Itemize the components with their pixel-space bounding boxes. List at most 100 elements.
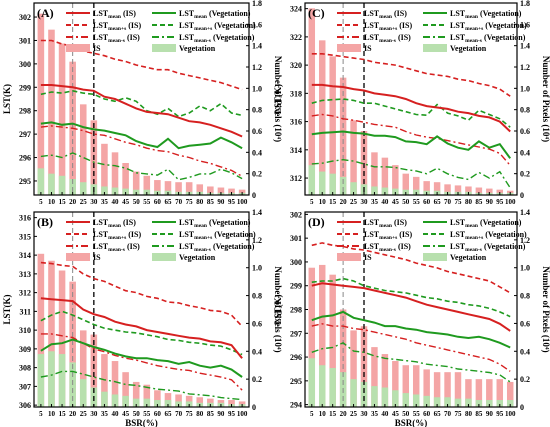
y-tick-label: 312: [19, 289, 31, 298]
is-count-bar: [207, 398, 214, 407]
y-tick-label: 308: [19, 364, 31, 373]
x-axis-title: BSR(%): [395, 418, 428, 427]
y2-tick-label: 1.6: [520, 20, 530, 29]
is-mean-plus-s-line: [311, 52, 511, 97]
is-count-bar: [58, 270, 66, 407]
x-tick-label: 55: [413, 410, 421, 418]
panel-label: (C): [308, 6, 325, 20]
y2-tick-label: 0.4: [520, 347, 530, 356]
y2-tick-label: 0: [252, 191, 256, 200]
legend-is-bar-label: IS: [93, 253, 101, 262]
x-tick-label: 85: [475, 410, 483, 418]
x-tick-label: 80: [465, 198, 473, 206]
vegetation-count-bar: [392, 390, 399, 407]
is-mean-minus-s-line: [311, 323, 511, 372]
legend-veg-minus-label: LSTmean-s (Vegetation): [450, 33, 526, 44]
x-tick-label: 45: [392, 198, 400, 206]
y-tick-label: 318: [290, 89, 302, 98]
vegetation-mean-plus-s-line: [311, 98, 511, 128]
vegetation-count-bar: [423, 395, 430, 407]
x-tick-label: 25: [350, 198, 358, 206]
y-tick-label: 299: [19, 83, 31, 92]
is-count-bar: [402, 173, 410, 195]
is-count-bar: [164, 181, 172, 195]
x-tick-label: 20: [340, 198, 348, 206]
y2-tick-label: 0.4: [252, 148, 262, 157]
y-tick-label: 316: [290, 118, 302, 127]
x-tick-label: 95: [228, 198, 236, 206]
is-count-bar: [392, 361, 399, 407]
vegetation-count-bar: [360, 381, 368, 407]
y2-tick-label: 0.6: [252, 127, 262, 136]
x-tick-label: 30: [90, 198, 98, 206]
x-tick-label: 100: [505, 410, 516, 418]
x-tick-label: 95: [496, 198, 504, 206]
is-count-bar: [101, 354, 108, 407]
legend-is-plus-label: LSTmean+s (IS): [93, 21, 141, 32]
is-count-bar: [175, 394, 182, 407]
panel-label: (D): [308, 215, 325, 229]
x-tick-label: 70: [175, 198, 183, 206]
x-tick-label: 10: [48, 198, 56, 206]
y2-tick-label: 1.0: [252, 84, 262, 93]
y-tick-label: 298: [290, 306, 302, 315]
y2-tick-label: 0.2: [252, 375, 262, 384]
is-count-bar: [48, 29, 55, 195]
x-tick-label: 75: [454, 410, 462, 418]
y-tick-label: 320: [290, 61, 302, 70]
vegetation-count-bar: [111, 394, 119, 407]
y-tick-label: 311: [19, 307, 31, 316]
y2-tick-label: 1.4: [520, 42, 530, 51]
is-count-bar: [371, 347, 378, 407]
is-count-bar: [122, 163, 129, 195]
x-axis-title: BSR(%): [125, 418, 158, 427]
legend-is-bar-label: IS: [93, 44, 101, 53]
vegetation-count-bar: [101, 391, 108, 407]
x-tick-label: 25: [80, 198, 88, 206]
is-count-bar: [37, 13, 45, 195]
is-count-bar: [329, 56, 336, 196]
chart-panel-c: 312 314 316 318 320 322 324 0 0.2 0.4 0.6 0.8 1.0 1.2…: [273, 0, 550, 206]
is-count-bar: [207, 186, 214, 195]
plot-frame: [33, 211, 250, 408]
x-tick-label: 30: [361, 410, 369, 418]
is-count-bar: [506, 381, 514, 407]
x-tick-label: 35: [371, 410, 379, 418]
x-tick-label: 90: [486, 410, 494, 418]
is-count-bar: [329, 274, 336, 407]
chart-legend: LSTmean (IS) LSTmean (Vegetation)LSTmean+…: [66, 218, 256, 262]
x-tick-label: 80: [465, 410, 473, 418]
legend-veg-bar-swatch: [152, 253, 176, 261]
chart-panel-b: 306 307 308 309 310 311 312 313 314 315 316 0 0.2 0.4…: [2, 208, 283, 427]
is-mean-minus-s-line: [40, 125, 243, 177]
x-tick-label: 90: [486, 198, 494, 206]
x-tick-label: 70: [444, 198, 452, 206]
is-count-bar: [111, 152, 119, 195]
vegetation-count-bar: [132, 398, 140, 407]
x-tick-label: 35: [101, 410, 109, 418]
x-tick-label: 100: [237, 410, 248, 418]
y2-tick-label: 1.4: [252, 208, 262, 217]
is-count-bar: [185, 182, 193, 195]
y-tick-label: 294: [290, 401, 302, 410]
vegetation-count-bar: [164, 400, 172, 407]
y-tick-label: 301: [19, 36, 31, 45]
vegetation-count-bar: [381, 387, 389, 407]
legend-veg-bar-label: Vegetation: [450, 44, 487, 53]
is-mean-line: [311, 282, 511, 332]
vegetation-mean-plus-s-line: [311, 277, 511, 318]
vegetation-mean-line: [40, 338, 243, 378]
vegetation-count-bar: [79, 182, 87, 195]
x-tick-label: 45: [122, 198, 130, 206]
vegetation-mean-line: [40, 121, 243, 150]
is-count-bar: [154, 390, 161, 407]
x-tick-label: 60: [423, 410, 431, 418]
y-tick-label: 315: [19, 232, 31, 241]
y-tick-label: 296: [290, 353, 302, 362]
x-tick-label: 95: [496, 410, 504, 418]
is-count-bar: [465, 379, 472, 407]
is-count-bar: [444, 184, 451, 195]
vegetation-mean-minus-s-line: [311, 158, 511, 189]
y2-tick-label: 1.4: [520, 208, 530, 217]
y-tick-label: 306: [19, 401, 31, 410]
